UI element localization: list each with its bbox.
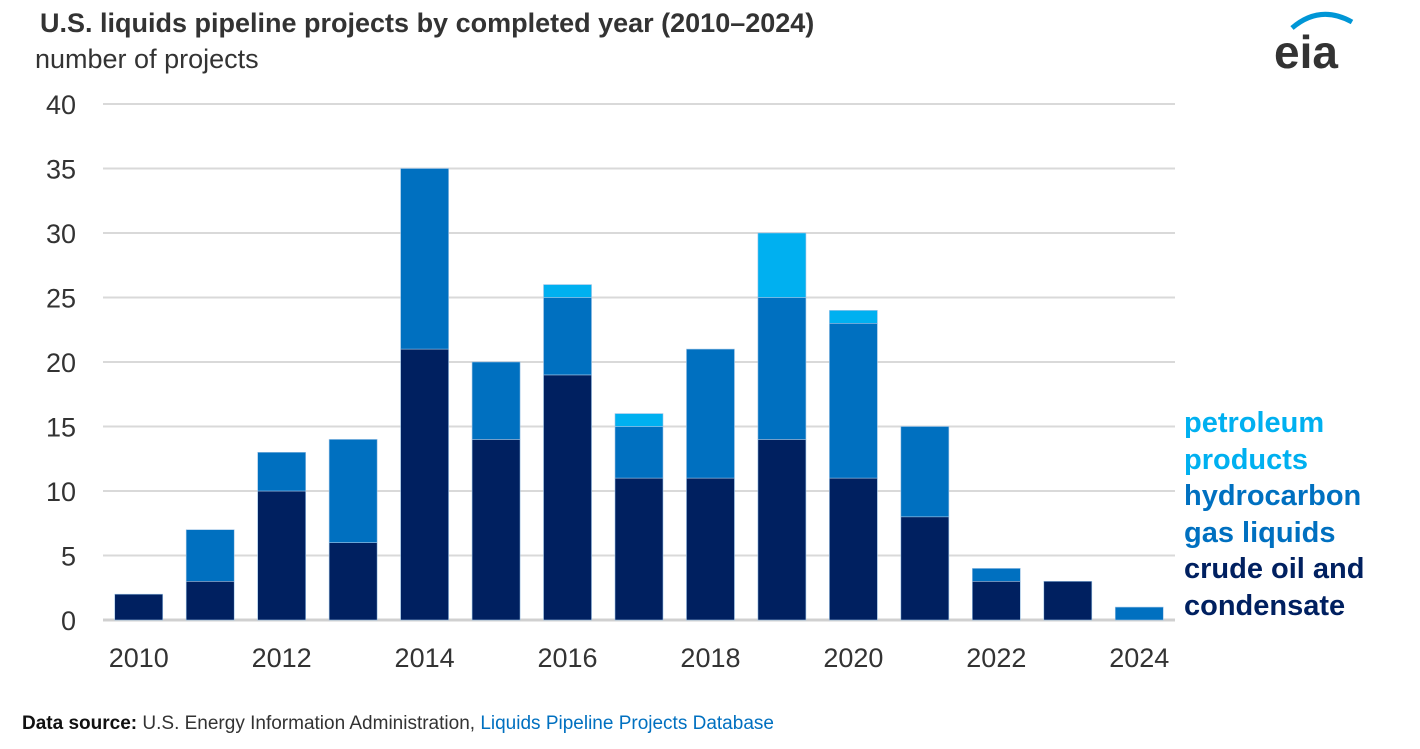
bar-segment	[614, 413, 664, 427]
bar-segment	[972, 580, 1021, 621]
bar-segment	[400, 168, 449, 350]
bar-segment	[471, 361, 521, 440]
bar-segment	[543, 297, 592, 376]
bar-segment	[328, 439, 378, 543]
bar-segment	[614, 477, 664, 621]
legend-text: gas liquids	[1184, 516, 1336, 549]
legend: petroleum products hydrocarbon gas liquids…	[1184, 405, 1404, 624]
bar-segment	[757, 439, 807, 621]
legend-text: hydrocarbon	[1184, 480, 1362, 512]
bar-segment	[900, 426, 950, 518]
legend-text: condensate	[1184, 589, 1346, 622]
x-tick-label: 2010	[109, 643, 169, 673]
x-tick-label: 2018	[680, 643, 740, 673]
y-tick-label: 30	[46, 219, 76, 249]
bar-segment	[900, 516, 950, 621]
bar-segment	[471, 439, 521, 621]
bar-chart: 0 5 10 15 20 25 30 35 40 2010 2012 2014 2016 2018 2020…	[46, 90, 1175, 673]
bar-segment	[400, 348, 449, 621]
eia-logo: eia	[1270, 6, 1360, 81]
bar-segment	[185, 580, 235, 621]
y-tick-label: 5	[61, 542, 76, 572]
bar-segment	[328, 542, 378, 621]
legend-text: petroleum	[1184, 407, 1325, 439]
x-tick-label: 2014	[395, 643, 455, 673]
source-text: U.S. Energy Information Administration,	[142, 713, 476, 734]
legend-text: crude oil and	[1184, 553, 1365, 585]
x-tick-label: 2016	[537, 643, 597, 673]
bar-segment	[829, 310, 878, 324]
bar-segment	[543, 284, 592, 298]
bar-segment	[829, 477, 878, 621]
y-tick-label: 15	[46, 413, 76, 443]
bar-segment	[114, 593, 164, 621]
bar-segment	[543, 374, 592, 621]
y-tick-label: 10	[46, 477, 76, 507]
bar-segment	[1114, 606, 1164, 621]
bar-segment	[1043, 580, 1093, 621]
x-tick-label: 2012	[252, 643, 312, 673]
bar-segment	[829, 322, 878, 479]
x-tick-label: 2022	[966, 643, 1026, 673]
svg-text:eia: eia	[1274, 26, 1338, 76]
bar-segment	[185, 529, 235, 582]
x-tick-label: 2020	[823, 643, 883, 673]
y-axis-label: number of projects	[35, 44, 259, 74]
bar-segment	[257, 451, 306, 492]
bar-segment	[257, 490, 306, 621]
source-link[interactable]: Liquids Pipeline Projects Database	[480, 713, 774, 734]
data-source: Data source: U.S. Energy Information Adm…	[22, 713, 774, 735]
source-label: Data source:	[22, 713, 138, 734]
y-tick-label: 20	[46, 348, 76, 378]
bar-segment	[757, 232, 807, 298]
y-tick-label: 40	[46, 90, 76, 120]
legend-crude-oil: crude oil and condensate	[1184, 551, 1404, 624]
bar-segment	[614, 426, 664, 479]
bar-segment	[686, 348, 735, 479]
legend-text: products	[1184, 443, 1309, 476]
bar-segment	[686, 477, 735, 621]
legend-petroleum-products: petroleum products	[1184, 405, 1404, 478]
y-tick-label: 25	[46, 284, 76, 314]
y-tick-label: 35	[46, 155, 76, 185]
bar-segment	[757, 297, 807, 440]
chart-title: U.S. liquids pipeline projects by comple…	[40, 8, 815, 38]
bar-segment	[972, 568, 1021, 582]
x-tick-label: 2024	[1109, 643, 1169, 673]
legend-hydrocarbon-gas-liquids: hydrocarbon gas liquids	[1184, 478, 1404, 551]
y-tick-label: 0	[61, 606, 76, 636]
